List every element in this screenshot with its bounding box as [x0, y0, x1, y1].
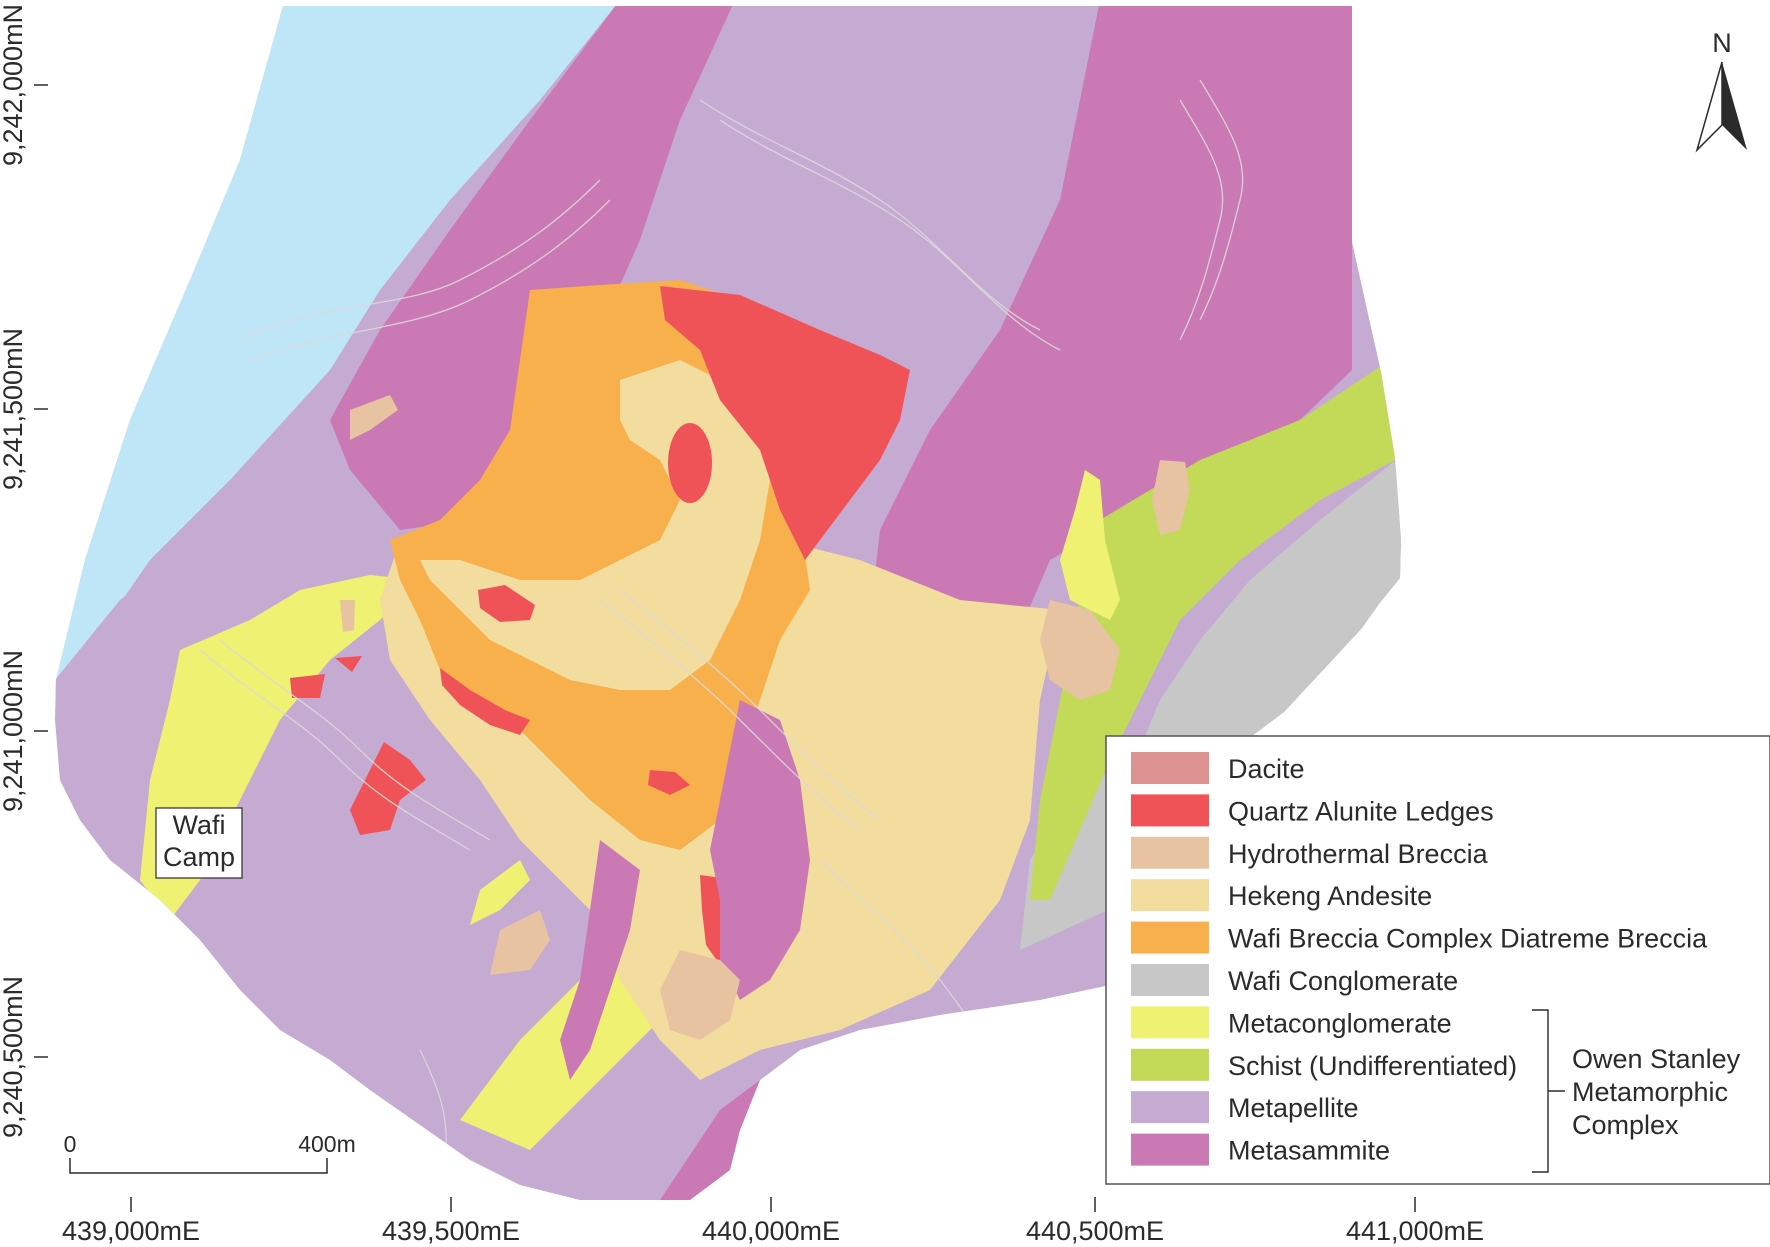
unit-metasammite-finger-2 — [560, 840, 640, 1080]
legend-swatch-metaconglomerate — [1131, 1006, 1209, 1039]
unit-metasammite-northeast — [870, 6, 1352, 650]
unit-metaconglomerate-east — [1060, 470, 1120, 620]
legend-group-line1: Owen Stanley — [1572, 1044, 1741, 1074]
x-tick-label-5: 441,000mE — [1346, 1216, 1484, 1246]
north-arrow-label: N — [1712, 28, 1732, 58]
legend-label-metaconglomerate: Metaconglomerate — [1228, 1008, 1452, 1038]
north-arrow: N — [1695, 28, 1747, 153]
legend-swatch-schist — [1131, 1048, 1209, 1081]
legend-box — [1105, 735, 1770, 1185]
legend-items: Dacite Quartz Alunite Ledges Hydrothermal … — [1131, 752, 1708, 1166]
unit-hydrothermal-breccia-5 — [490, 910, 550, 975]
legend-label-diatreme-breccia: Wafi Breccia Complex Diatreme Breccia — [1228, 924, 1708, 954]
unit-quartz-alunite-pod-1 — [668, 423, 712, 503]
x-tick-label-2: 439,500mE — [382, 1216, 520, 1246]
y-axis: 9,242,000mN 9,241,500mN 9,241,000mN 9,24… — [0, 4, 48, 1138]
legend-label-hydrothermal-breccia: Hydrothermal Breccia — [1228, 839, 1489, 869]
scale-bar-line — [69, 1158, 328, 1174]
y-tick-label-1: 9,242,000mN — [0, 4, 28, 166]
x-tick-label-3: 440,000mE — [702, 1216, 840, 1246]
wafi-camp-box — [155, 807, 243, 879]
scale-bar-end-label: 400m — [298, 1131, 356, 1157]
unit-quartz-alunite-pod-5 — [290, 674, 325, 698]
legend-label-metapellite: Metapellite — [1228, 1093, 1359, 1123]
y-tick-label-4: 9,240,500mN — [0, 976, 28, 1138]
x-tick-label-1: 439,000mE — [62, 1216, 200, 1246]
legend-swatch-hekeng-andesite — [1131, 879, 1209, 912]
x-axis: 439,000mE 439,500mE 440,000mE 440,500mE … — [62, 1197, 1484, 1246]
scale-bar: 0 400m — [64, 1131, 356, 1174]
unit-quartz-alunite-pod-4 — [648, 770, 690, 795]
wafi-camp-line1: Wafi — [173, 810, 226, 840]
legend-label-dacite: Dacite — [1228, 754, 1305, 784]
unit-metasammite-finger-1 — [710, 700, 810, 1000]
unit-quartz-alunite-pod-3 — [440, 668, 530, 735]
unit-hydrothermal-breccia-1 — [1040, 600, 1120, 700]
unit-quartz-alunite-pod-6 — [335, 656, 362, 672]
scale-bar-start-label: 0 — [64, 1131, 77, 1157]
unit-quartz-alunite-main — [660, 286, 910, 560]
unit-metaconglomerate-pod — [470, 860, 530, 925]
legend-swatch-dacite — [1131, 752, 1209, 784]
legend-swatch-quartz-alunite — [1131, 794, 1209, 827]
legend-group-line3: Complex — [1572, 1110, 1679, 1140]
unit-schist — [1030, 360, 1395, 900]
legend-label-schist: Schist (Undifferentiated) — [1228, 1051, 1517, 1081]
unit-metapellite-west — [55, 410, 420, 870]
unit-hydrothermal-breccia-2 — [1152, 460, 1190, 535]
legend-label-metasammite: Metasammite — [1228, 1136, 1390, 1166]
x-tick-label-4: 440,500mE — [1026, 1216, 1164, 1246]
legend: Dacite Quartz Alunite Ledges Hydrothermal … — [1105, 735, 1770, 1185]
north-arrow-left-half — [1695, 61, 1723, 153]
legend-swatch-metapellite — [1131, 1091, 1209, 1124]
unit-hydrothermal-breccia-6 — [340, 600, 355, 632]
topographic-contours — [199, 79, 1244, 1161]
legend-swatch-metasammite — [1131, 1133, 1209, 1166]
legend-swatch-hydrothermal-breccia — [1131, 836, 1209, 869]
legend-swatch-diatreme-breccia — [1131, 921, 1209, 954]
wafi-camp-line2: Camp — [163, 842, 235, 872]
legend-swatch-wafi-conglomerate — [1131, 964, 1209, 996]
north-arrow-right-half — [1722, 62, 1747, 150]
legend-group-bracket — [1532, 1009, 1565, 1173]
y-tick-label-2: 9,241,500mN — [0, 328, 28, 490]
y-tick-label-3: 9,241,000mN — [0, 650, 28, 812]
unit-metasammite-northwest — [330, 6, 735, 530]
unit-quartz-alunite-pod-2 — [478, 585, 535, 622]
legend-label-hekeng-andesite: Hekeng Andesite — [1228, 881, 1432, 911]
legend-group-line2: Metamorphic — [1572, 1077, 1728, 1107]
unit-quartz-alunite-pod-7 — [350, 742, 426, 835]
legend-label-quartz-alunite: Quartz Alunite Ledges — [1228, 796, 1494, 826]
legend-label-wafi-conglomerate: Wafi Conglomerate — [1228, 966, 1458, 996]
unit-hydrothermal-breccia-4 — [660, 950, 740, 1040]
unit-hydrothermal-breccia-3 — [350, 395, 398, 440]
